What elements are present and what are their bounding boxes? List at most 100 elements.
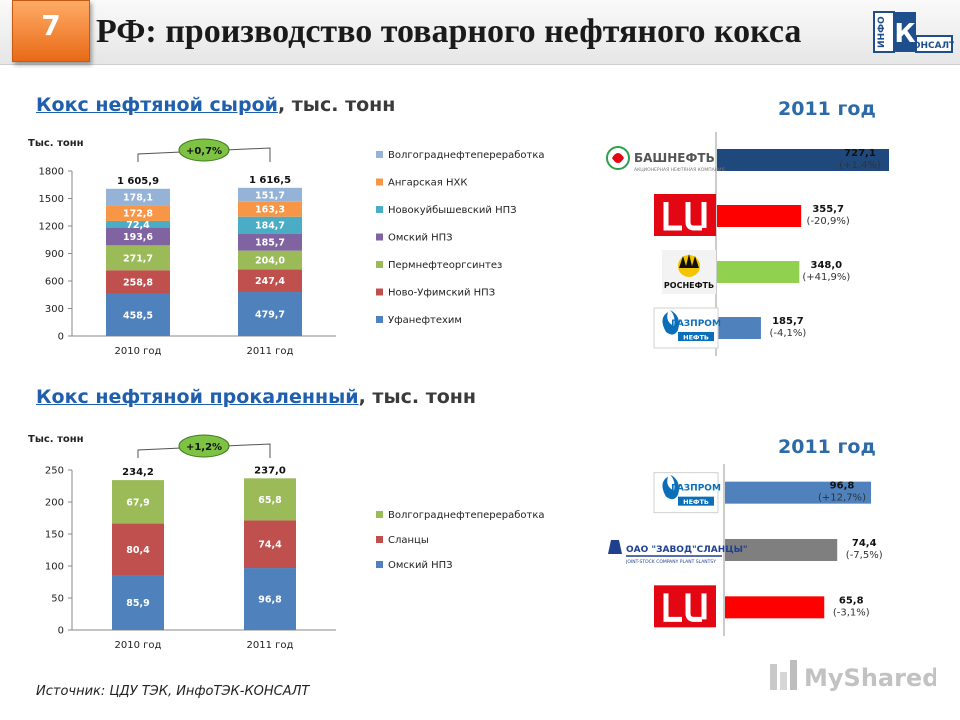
gazprom-logo-icon xyxy=(662,310,679,335)
legend-label: Волгограднефтепереработка xyxy=(388,150,545,161)
legend-swatch xyxy=(376,206,383,213)
y-tick-label: 1200 xyxy=(39,222,64,233)
bar-total-label: 1 605,9 xyxy=(117,176,159,187)
gazprom-logo-subtext: НЕФТЬ xyxy=(683,498,709,506)
y-tick-label: 600 xyxy=(45,277,64,288)
segment-value-label: 74,4 xyxy=(258,540,282,551)
source-note: Источник: ЦДУ ТЭК, ИнфоТЭК-КОНСАЛТ xyxy=(36,684,310,699)
page-title: РФ: производство товарного нефтяного кок… xyxy=(96,13,802,50)
segment-value-label: 163,3 xyxy=(255,205,285,216)
gazprom-logo-icon xyxy=(662,474,679,500)
company-value-label: 348,0 xyxy=(811,260,843,271)
segment-value-label: 271,7 xyxy=(123,253,153,264)
calcined-coke-section-title: Кокс нефтяной прокаленный, тыс. тонн xyxy=(36,386,476,408)
stacked-bar-segment xyxy=(244,520,296,569)
segment-value-label: 193,6 xyxy=(123,232,153,243)
y-axis-label: Тыс. тонн xyxy=(28,138,84,149)
lukoil-logo-mark xyxy=(663,202,707,231)
company-change-label: (-20,9%) xyxy=(807,216,850,227)
infotek-consult-logo: ИНФО К ОНСАЛТ xyxy=(872,8,956,56)
legend-swatch xyxy=(376,178,383,186)
segment-value-label: 80,4 xyxy=(126,545,150,556)
segment-value-label: 67,9 xyxy=(126,497,149,508)
bashneft-logo-drop xyxy=(612,153,624,163)
svg-text:К: К xyxy=(894,19,915,49)
x-category-label: 2010 год xyxy=(115,640,162,651)
y-tick-label: 200 xyxy=(45,498,64,509)
x-category-label: 2011 год xyxy=(247,640,294,651)
legend-swatch xyxy=(376,536,383,543)
stacked-bar-segment xyxy=(238,216,302,234)
calcined-coke-stacked-chart: Тыс. тонн 0 50 100 150 200 250 85,9 80,4 67,9 234,… xyxy=(28,434,545,651)
lukoil-logo-icon xyxy=(654,194,716,236)
legend-swatch xyxy=(376,261,383,268)
company-value-label: 185,7 xyxy=(772,316,804,327)
legend-swatch xyxy=(376,316,383,323)
company-bar xyxy=(725,481,871,504)
calcined-coke-companies-chart: 96,8(+12,7%) ГАЗПРОМ НЕФТЬ 74,4(-7,5%) ОАО "… xyxy=(608,464,883,636)
company-change-label: (+1,4%) xyxy=(839,160,881,171)
stacked-bar-segment xyxy=(106,205,170,221)
segment-value-label: 479,7 xyxy=(255,310,285,321)
header-bar xyxy=(0,0,960,65)
stacked-bar-segment xyxy=(238,201,302,217)
y-tick-label: 1500 xyxy=(39,194,64,205)
raw-year-title: 2011 год xyxy=(778,98,876,120)
y-tick-label: 900 xyxy=(45,249,64,260)
y-tick-label: 0 xyxy=(58,332,64,343)
change-badge-label: +0,7% xyxy=(186,146,222,157)
rosneft-logo-text: РОСНЕФТЬ xyxy=(664,281,714,290)
company-bar xyxy=(717,261,800,283)
segment-value-label: 258,8 xyxy=(123,278,153,289)
stacked-bar-segment xyxy=(112,523,164,576)
watermark-text: MyShared xyxy=(804,664,936,692)
lukoil-logo-mark xyxy=(663,593,707,622)
y-tick-label: 150 xyxy=(45,530,64,541)
bar-total-label: 237,0 xyxy=(254,465,286,476)
legend-swatch xyxy=(376,561,383,568)
gazprom-logo-text: ГАЗПРОМ xyxy=(671,484,721,494)
x-category-label: 2010 год xyxy=(115,346,162,357)
slantsy-logo-text: ОАО "ЗАВОД"СЛАНЦЫ" xyxy=(626,545,748,555)
x-category-label: 2011 год xyxy=(247,346,294,357)
stacked-bar-segment xyxy=(106,245,170,271)
company-value-label: 65,8 xyxy=(839,595,864,606)
legend-label: Новокуйбышевский НПЗ xyxy=(388,205,517,216)
slide-number-badge: 7 xyxy=(12,0,90,62)
bar-total-label: 234,2 xyxy=(122,467,154,478)
stacked-bar-segment xyxy=(106,293,170,336)
stacked-bar-segment xyxy=(112,575,164,630)
segment-value-label: 247,4 xyxy=(255,276,285,287)
segment-value-label: 72,4 xyxy=(126,220,150,231)
calcined-coke-title-link[interactable]: Кокс нефтяной прокаленный xyxy=(36,386,359,408)
slantsy-logo-icon xyxy=(608,540,622,554)
raw-coke-title-link[interactable]: Кокс нефтяной сырой xyxy=(36,94,278,116)
company-change-label: (+12,7%) xyxy=(818,493,866,504)
y-tick-label: 250 xyxy=(45,466,64,477)
segment-value-label: 178,1 xyxy=(123,192,153,203)
myshared-watermark: MyShared xyxy=(766,658,939,694)
segment-value-label: 458,5 xyxy=(123,310,153,321)
legend-label: Омский НПЗ xyxy=(388,560,453,571)
segment-value-label: 96,8 xyxy=(258,595,282,606)
y-axis-label: Тыс. тонн xyxy=(28,434,84,445)
segment-value-label: 185,7 xyxy=(255,238,285,249)
stacked-bar-segment xyxy=(238,250,302,270)
segment-value-label: 204,0 xyxy=(255,255,285,266)
legend-label: Ново-Уфимский НПЗ xyxy=(388,288,495,299)
gazprom-logo-band xyxy=(678,332,714,341)
svg-text:ИНФО: ИНФО xyxy=(877,16,887,48)
stacked-bar-segment xyxy=(238,233,302,251)
y-tick-label: 100 xyxy=(45,562,64,573)
legend-swatch xyxy=(376,288,383,296)
y-tick-label: 0 xyxy=(58,626,64,637)
company-bar xyxy=(725,539,838,561)
lukoil-logo-icon xyxy=(654,585,716,628)
company-bar xyxy=(717,317,761,339)
stacked-bar-segment xyxy=(238,269,302,293)
legend-label: Волгограднефтепереработка xyxy=(388,510,545,521)
slantsy-logo-subtext: JOINT-STOCK COMPANY PLANT SLANTSY xyxy=(625,559,716,565)
segment-value-label: 65,8 xyxy=(258,495,282,506)
gazprom-logo-text: ГАЗПРОМ xyxy=(671,319,721,329)
legend-label: Омский НПЗ xyxy=(388,233,453,244)
